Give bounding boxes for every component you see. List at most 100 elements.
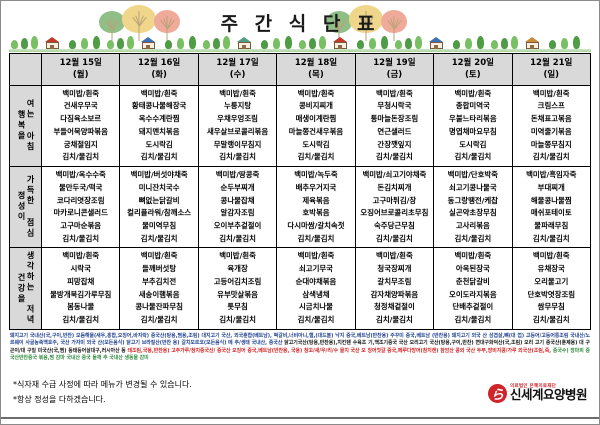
dish-item: 피망잡채 (67, 276, 95, 286)
bush-icon (285, 36, 292, 49)
header-date: 12월 18일 (294, 58, 338, 68)
header-date: 12월 15일 (59, 58, 102, 68)
dish-item: 콩나물잡채 (220, 195, 255, 205)
dish-item: 쌈무무침 (537, 302, 565, 312)
dish-item: 단배추겉절이 (452, 302, 494, 312)
dish-item: 미역줄기볶음 (530, 126, 572, 136)
dish-item: 호박볶음 (302, 208, 330, 218)
meal-cell: 백미밥/흰죽 아욱된장국 춘천닭갈비 오이도라지볶음 단배추겉절이 김치/물김치 (433, 247, 513, 330)
house-roof (333, 37, 347, 42)
header-date: 12월 17일 (216, 58, 259, 68)
dish-item: 매생이계란찜 (295, 114, 337, 124)
row-label-sub: 정성이 (17, 191, 26, 223)
meal-cell: 백미밥/흰죽 시락국 피망잡채 물방개북김가루무침 봄동나물 김치/물김치 (40, 247, 121, 330)
dish-item: 숙주당근무침 (373, 220, 415, 230)
house-icon (525, 37, 540, 49)
dish-item: 궁채절임지 (63, 139, 98, 149)
header-date: 12월 21일 (530, 58, 573, 68)
bush-icon (273, 38, 280, 49)
dish-item: 황태콩나물해장국 (131, 101, 187, 111)
house-roof (45, 37, 59, 42)
dish-item: 백미밥/흰죽 (219, 251, 256, 261)
tree-icon (154, 10, 180, 43)
bush-icon (31, 36, 38, 49)
meal-cell: 백미밥/흰죽 유채장국 오리물고기 단호박엿장조림 쌈무무침 김치/물김치 (511, 247, 592, 330)
dish-item: 김치/물김치 (62, 233, 100, 243)
dish-item: 새우살브로콜리볶음 (206, 126, 269, 136)
bush-icon (117, 38, 124, 49)
dish-item: 백미밥/흰죽 (532, 251, 570, 261)
dish-item: 청국장찌개 (377, 264, 412, 274)
dish-item: 유채장국 (537, 264, 565, 274)
dish-item: 김치/물김치 (454, 233, 492, 243)
dish-item: 김치/물김치 (62, 315, 100, 325)
bush-icon (81, 38, 88, 49)
dish-item: 김치/물김치 (376, 315, 413, 325)
house-icon (237, 37, 252, 49)
dish-item: 물파래무침 (534, 220, 569, 230)
tree-icon (122, 5, 156, 43)
dish-item: 돈김치찌개 (377, 182, 412, 192)
dish-item: 고사리볶음 (455, 220, 490, 230)
tree-icon (99, 11, 125, 43)
note-menu-change: *식자재 수급 사정에 따라 메뉴가 변경될 수 있습니다. (13, 380, 192, 390)
dish-item: 백미밥/흰죽 (297, 88, 335, 98)
dish-item: 봄동나물 (67, 302, 95, 312)
logo-foundation-label: 의료법인 은혜의료재단 (509, 383, 557, 389)
meal-cell: 백미밥/흑임자죽 부대찌개 해물콩나물찜 매쉬포테이토 물파래무침 김치/물김치 (511, 166, 592, 249)
dish-item: 백미밥/흰죽 (376, 88, 413, 98)
footer: *식자재 수급 사정에 따라 메뉴가 변경될 수 있습니다. *항상 정성을 다… (1, 378, 599, 408)
row-label-main: 여는 아침 (26, 99, 35, 153)
dish-item: 백미밥/옥수수죽 (55, 170, 106, 180)
dish-item: 육개장 (227, 264, 248, 274)
meal-cell: 백미밥/버섯야채죽 미니잔치국수 뼈없는닭갈비 컬리플라워/참깨소스 물미역무침 김치/물… (119, 166, 199, 249)
banner: 주 간 식 단 표 (1, 1, 599, 53)
column-header-day-0: 12월 15일 (월) (40, 53, 121, 86)
house-door (146, 45, 150, 49)
house-roof (237, 37, 251, 42)
row-label-main: 가득한 점심 (26, 175, 35, 240)
house-door (242, 45, 246, 49)
dish-item: 미니잔치국수 (138, 182, 180, 192)
dish-item: 옥수수계란찜 (138, 114, 180, 124)
house-door (434, 45, 438, 49)
dish-item: 김치/물김치 (219, 233, 256, 243)
meal-cell: 백미밥/흰죽 무청시락국 통마늘돈장조림 연근샐러드 간장깻잎지 김치/물김치 (354, 84, 435, 168)
dish-item: 삼색냉채 (302, 289, 330, 299)
column-header-day-2: 12월 17일 (수) (197, 53, 278, 86)
dish-item: 알감자조림 (220, 208, 255, 218)
row-label-2: 생각하는 저녁 건강을 (9, 247, 42, 330)
dish-item: 백미밥/버섯야채죽 (130, 170, 188, 180)
house-roof (429, 37, 443, 42)
bush-icon (189, 36, 196, 49)
dish-item: 오이부추겉절이 (213, 220, 262, 230)
scenery-row (11, 31, 589, 51)
row-label-1: 가득한 점심 정성이 (9, 166, 42, 249)
meal-cell: 백미밥/옥수수죽 물만두국/떡국 코다리엿장조림 마카로니콘샐러드 고구마순볶음 김치/물… (40, 166, 121, 249)
row-label-inner: 생각하는 저녁 건강을 (10, 251, 41, 326)
meal-cell: 백미밥/흰죽 황태콩나물해장국 옥수수계란찜 돼지멘치볶음 도시락김 김치/물김치 (119, 84, 199, 168)
meal-cell: 백미밥/흰죽 쇠고기무국 순대야채볶음 삼색냉채 시금치나물 김치/물김치 (276, 247, 356, 330)
dish-item: 김치/물김치 (219, 152, 256, 162)
row-label-main: 생각하는 저녁 (26, 251, 35, 326)
meal-row-2: 생각하는 저녁 건강을 백미밥/흰죽 시락국 피망잡채 물방개북김가루무침 봄동나물 김치/물… (9, 247, 592, 330)
column-header-day-3: 12월 18일 (목) (276, 53, 356, 86)
row-label-sub: 건강을 (17, 272, 26, 305)
bush-icon (261, 40, 268, 49)
header-weekday: (수) (229, 70, 246, 81)
dish-item: 제육볶음 (302, 195, 330, 205)
bush-icon (561, 38, 568, 49)
bush-icon (21, 38, 28, 49)
dish-item: 김치/물김치 (219, 315, 256, 325)
bush-icon (549, 40, 556, 49)
origin-disclaimer: 돼지고기 국내산(국,구이,반찬) 모듬해물(새우,홍합,오징어,바지락) 중국… (1, 330, 599, 362)
dish-item: 마카로니콘샐러드 (53, 208, 108, 218)
bush-icon (491, 40, 498, 49)
dish-item: 크림스프 (537, 101, 565, 111)
dish-item: 백미밥/녹두죽 (294, 170, 338, 180)
dish-item: 김치/물김치 (297, 315, 335, 325)
tree-icon (381, 10, 407, 43)
page-title: 주 간 식 단 표 (220, 13, 380, 35)
row-label-inner: 가득한 점심 정성이 (10, 175, 41, 239)
house-door (530, 45, 534, 49)
